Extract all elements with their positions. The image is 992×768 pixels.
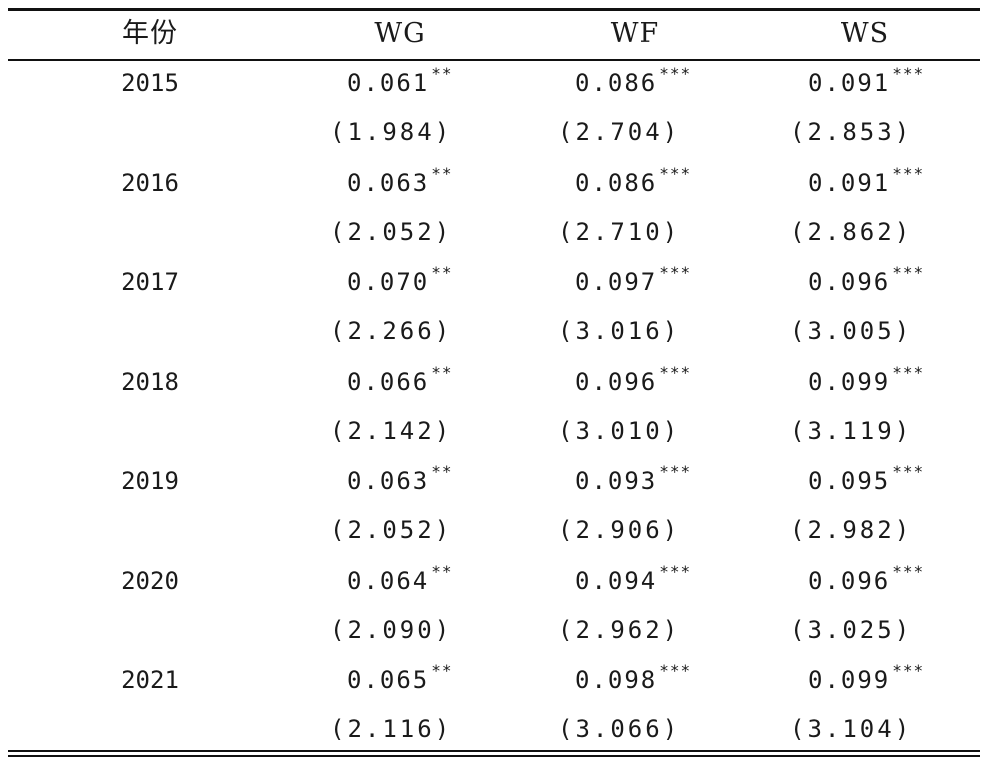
wf-coefficient-value: 0.097 [575,268,658,296]
wg-t-statistic: (2.116) [330,715,453,743]
year-cell: 2020 [121,567,179,595]
wg-coefficient-cell: 0.063 ** [347,462,453,498]
wf-t-statistic: (2.710) [558,218,681,246]
ws-t-statistic: (3.025) [790,616,913,644]
ws-coefficient-cell: 0.091 *** [808,64,925,100]
ws-significance-stars: *** [892,462,925,481]
wg-significance-stars: ** [431,164,453,183]
ws-t-statistic: (2.862) [790,218,913,246]
wf-t-statistic: (2.962) [558,616,681,644]
wg-t-statistic: (2.052) [330,516,453,544]
wg-t-statistic: (2.142) [330,417,453,445]
ws-coefficient-value: 0.095 [808,467,891,495]
top-rule [8,8,980,11]
wg-coefficient-cell: 0.070 ** [347,263,453,299]
wf-significance-stars: *** [659,263,692,282]
wf-coefficient-value: 0.086 [575,69,658,97]
wg-coefficient-value: 0.070 [347,268,430,296]
wf-significance-stars: *** [659,64,692,83]
wf-coefficient-cell: 0.094 *** [575,562,692,598]
wf-significance-stars: *** [659,164,692,183]
year-cell: 2015 [121,69,179,97]
bottom-rule-2 [8,755,980,757]
wf-significance-stars: *** [659,562,692,581]
ws-significance-stars: *** [892,363,925,382]
wf-coefficient-cell: 0.093 *** [575,462,692,498]
ws-significance-stars: *** [892,562,925,581]
wg-t-statistic: (2.090) [330,616,453,644]
wg-significance-stars: ** [431,64,453,83]
wf-coefficient-value: 0.093 [575,467,658,495]
wf-t-statistic: (3.066) [558,715,681,743]
year-cell: 2017 [121,268,179,296]
ws-coefficient-value: 0.096 [808,268,891,296]
wg-significance-stars: ** [431,661,453,680]
wf-t-statistic: (3.010) [558,417,681,445]
wf-coefficient-value: 0.096 [575,368,658,396]
wg-coefficient-value: 0.061 [347,69,430,97]
wf-significance-stars: *** [659,462,692,481]
wf-coefficient-cell: 0.086 *** [575,164,692,200]
ws-coefficient-cell: 0.095 *** [808,462,925,498]
ws-coefficient-value: 0.091 [808,169,891,197]
year-cell: 2016 [121,169,179,197]
wg-significance-stars: ** [431,263,453,282]
wf-significance-stars: *** [659,363,692,382]
ws-t-statistic: (3.119) [790,417,913,445]
wf-coefficient-cell: 0.086 *** [575,64,692,100]
year-cell: 2019 [121,467,179,495]
ws-significance-stars: *** [892,263,925,282]
wg-t-statistic: (1.984) [330,118,453,146]
ws-coefficient-cell: 0.091 *** [808,164,925,200]
ws-coefficient-cell: 0.096 *** [808,562,925,598]
wg-significance-stars: ** [431,363,453,382]
wg-coefficient-cell: 0.064 ** [347,562,453,598]
ws-coefficient-cell: 0.096 *** [808,263,925,299]
wf-coefficient-value: 0.094 [575,567,658,595]
wg-coefficient-value: 0.063 [347,169,430,197]
wg-coefficient-value: 0.065 [347,666,430,694]
ws-t-statistic: (2.853) [790,118,913,146]
ws-t-statistic: (2.982) [790,516,913,544]
wf-coefficient-value: 0.086 [575,169,658,197]
wg-coefficient-cell: 0.063 ** [347,164,453,200]
wg-coefficient-value: 0.064 [347,567,430,595]
wg-coefficient-value: 0.063 [347,467,430,495]
ws-coefficient-value: 0.091 [808,69,891,97]
wg-coefficient-value: 0.066 [347,368,430,396]
wf-coefficient-cell: 0.096 *** [575,363,692,399]
header-year: 年份 [122,18,178,49]
wf-coefficient-value: 0.098 [575,666,658,694]
ws-t-statistic: (3.104) [790,715,913,743]
wf-coefficient-cell: 0.098 *** [575,661,692,697]
header-ws: WS [840,18,890,49]
bottom-rule-1 [8,750,980,752]
wg-coefficient-cell: 0.065 ** [347,661,453,697]
ws-coefficient-value: 0.096 [808,567,891,595]
header-wg: WG [374,18,426,49]
header-wf: WF [610,18,660,49]
year-cell: 2018 [121,368,179,396]
header-rule [8,59,980,61]
ws-t-statistic: (3.005) [790,317,913,345]
wg-t-statistic: (2.052) [330,218,453,246]
ws-coefficient-cell: 0.099 *** [808,661,925,697]
ws-coefficient-value: 0.099 [808,368,891,396]
ws-significance-stars: *** [892,64,925,83]
year-cell: 2021 [121,666,179,694]
wf-t-statistic: (2.906) [558,516,681,544]
wg-t-statistic: (2.266) [330,317,453,345]
ws-coefficient-cell: 0.099 *** [808,363,925,399]
ws-significance-stars: *** [892,164,925,183]
ws-significance-stars: *** [892,661,925,680]
wg-significance-stars: ** [431,562,453,581]
wf-significance-stars: *** [659,661,692,680]
wg-coefficient-cell: 0.066 ** [347,363,453,399]
ws-coefficient-value: 0.099 [808,666,891,694]
wg-significance-stars: ** [431,462,453,481]
wf-t-statistic: (3.016) [558,317,681,345]
wf-coefficient-cell: 0.097 *** [575,263,692,299]
wg-coefficient-cell: 0.061 ** [347,64,453,100]
wf-t-statistic: (2.704) [558,118,681,146]
